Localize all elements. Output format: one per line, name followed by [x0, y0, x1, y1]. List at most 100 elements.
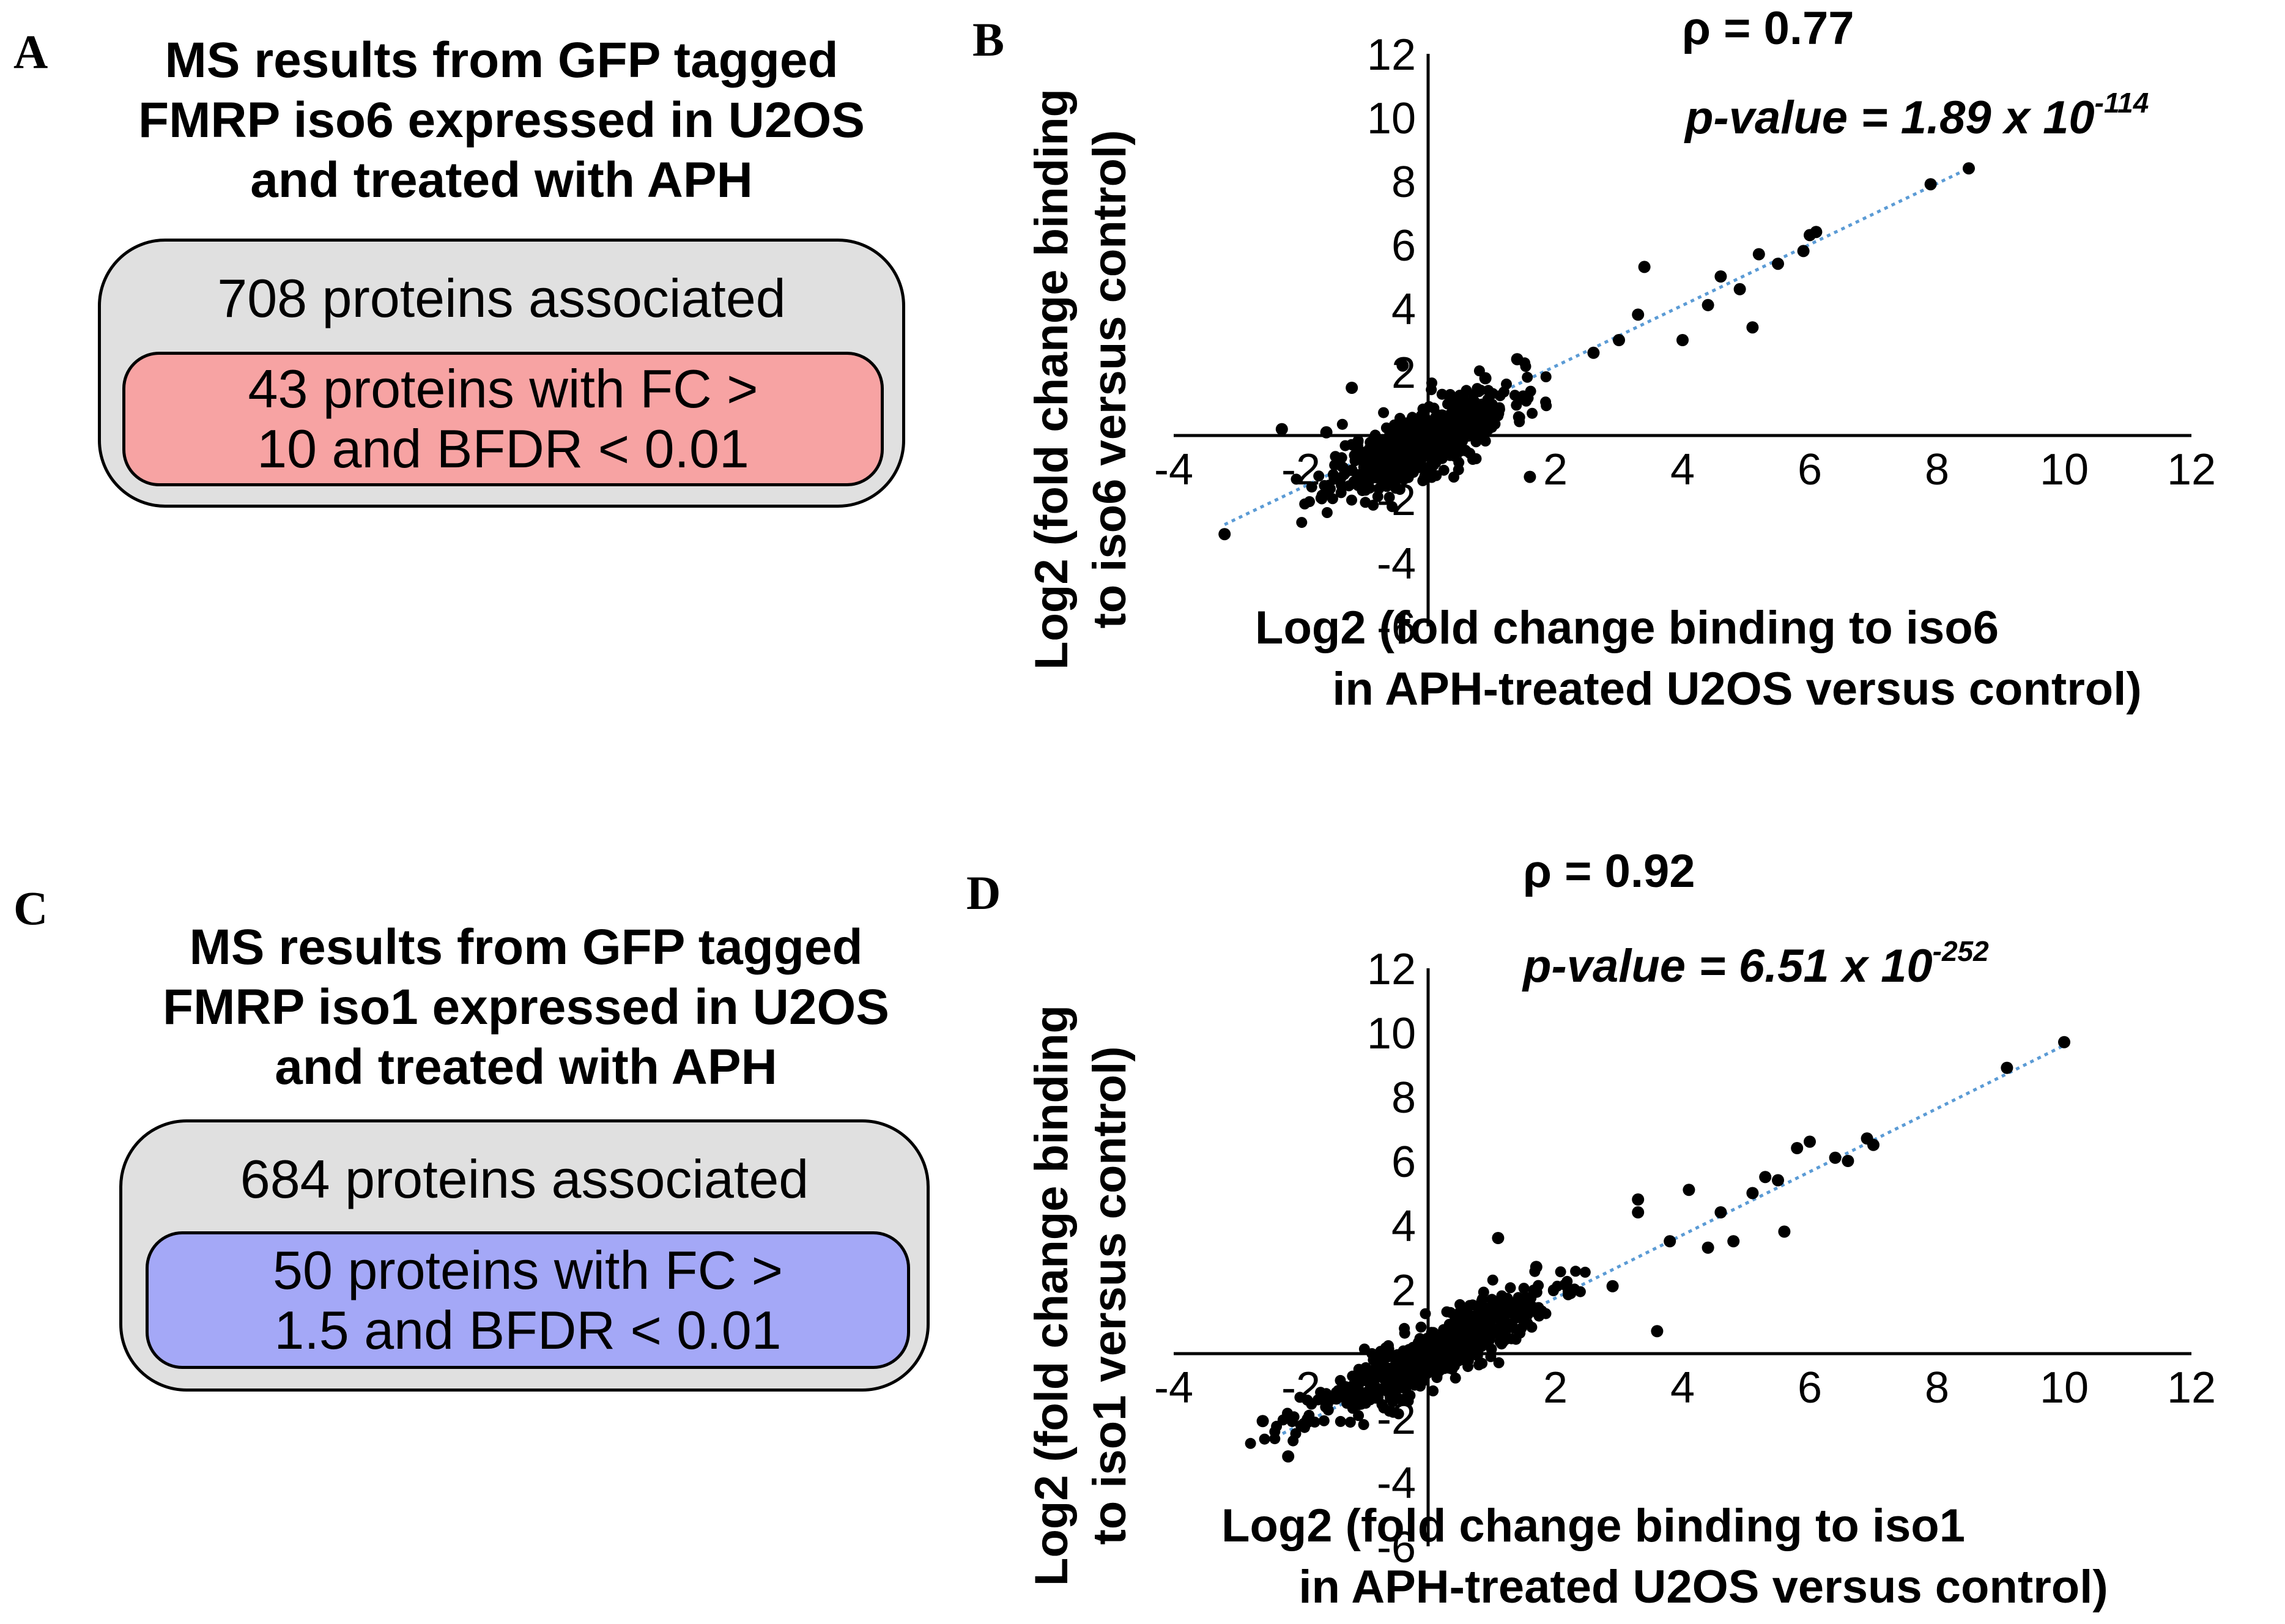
- data-point: [1587, 346, 1600, 359]
- x-axis-title-line: Log2 (fold change binding to iso6: [1255, 602, 1999, 654]
- data-point: [1778, 1225, 1791, 1238]
- x-tick-label: 8: [1925, 1363, 1949, 1412]
- data-point: [1420, 1308, 1431, 1319]
- data-point: [1490, 1324, 1502, 1335]
- data-point: [1438, 464, 1450, 476]
- x-tick-label: 10: [2040, 1363, 2089, 1412]
- data-point: [1478, 1286, 1489, 1298]
- data-point: [1436, 388, 1448, 400]
- data-point: [1509, 390, 1520, 401]
- data-point: [1470, 436, 1482, 448]
- data-point: [1369, 1373, 1380, 1385]
- y-axis-title-line: to iso1 versus control): [1084, 1046, 1136, 1544]
- panel-a-title: MS results from GFP tagged FMRP iso6 exp…: [37, 31, 966, 210]
- data-point: [1256, 1415, 1269, 1428]
- x-tick-label: 4: [1670, 1363, 1695, 1412]
- data-point: [1394, 484, 1405, 495]
- data-point: [1376, 1399, 1388, 1411]
- x-tick-label: 6: [1798, 445, 1822, 494]
- data-point: [1245, 1437, 1256, 1449]
- data-point: [1555, 1266, 1566, 1278]
- pvalue-prefix: p-value: [1684, 92, 1848, 144]
- data-point: [1541, 400, 1552, 412]
- data-point: [1428, 413, 1440, 425]
- data-point: [1358, 1343, 1370, 1355]
- data-point: [1530, 1261, 1542, 1274]
- data-point: [2058, 1036, 2070, 1048]
- data-point: [1485, 1351, 1497, 1362]
- data-point: [1442, 1337, 1453, 1349]
- x-tick-label: 12: [2167, 445, 2216, 494]
- pvalue-value: = 6.51 x 10: [1686, 940, 1933, 992]
- data-point: [1398, 458, 1409, 469]
- panel-a-title-line: MS results from GFP tagged: [165, 32, 839, 88]
- data-point: [1282, 1450, 1295, 1463]
- data-point: [1346, 494, 1357, 506]
- data-point: [1759, 1171, 1772, 1184]
- data-point: [1810, 226, 1823, 239]
- data-point: [1379, 1366, 1391, 1378]
- pvalue-exponent: -114: [2095, 87, 2149, 119]
- data-point: [1428, 402, 1440, 414]
- x-tick-label: 6: [1798, 1363, 1822, 1412]
- panel-c-letter: C: [13, 881, 48, 935]
- data-point: [1383, 492, 1395, 503]
- data-point: [2001, 1061, 2013, 1074]
- data-point: [1320, 488, 1332, 500]
- data-point: [1540, 1308, 1552, 1319]
- data-point: [1752, 248, 1765, 261]
- data-point: [1318, 1415, 1330, 1426]
- data-point: [1632, 308, 1645, 321]
- x-tick-label: 4: [1670, 445, 1695, 494]
- data-point: [1804, 1135, 1816, 1148]
- data-point: [1341, 1398, 1353, 1409]
- panel-c-outer-box: 684 proteins associated 50 proteins with…: [119, 1119, 930, 1392]
- data-point: [1432, 1330, 1443, 1342]
- data-point: [1454, 390, 1465, 401]
- data-point: [1746, 1187, 1759, 1199]
- data-point: [1497, 1337, 1509, 1348]
- data-point: [1702, 1241, 1714, 1254]
- x-tick-label: -4: [1154, 445, 1193, 494]
- data-point: [1402, 1395, 1414, 1407]
- x-tick-label: 12: [2167, 1363, 2216, 1412]
- data-point: [1259, 1433, 1270, 1445]
- data-point: [1464, 1325, 1475, 1337]
- pvalue-prefix: p-value: [1522, 940, 1686, 992]
- data-point: [1369, 1365, 1380, 1376]
- data-point: [1353, 1410, 1365, 1422]
- panel-a-filtered-line: 43 proteins with FC >: [248, 358, 758, 419]
- data-point: [1664, 1235, 1676, 1248]
- data-point: [1480, 436, 1491, 447]
- y-tick-label: 10: [1367, 94, 1416, 143]
- trendline-b: [1224, 166, 1970, 526]
- data-point: [1352, 440, 1363, 451]
- data-point: [1313, 470, 1325, 482]
- data-point: [1772, 1174, 1784, 1187]
- data-point: [1398, 473, 1410, 485]
- data-point: [1302, 1395, 1313, 1406]
- data-point: [1461, 445, 1472, 457]
- data-point: [1505, 1282, 1516, 1294]
- data-point: [1372, 472, 1383, 484]
- data-point: [1632, 1206, 1645, 1218]
- data-point: [1335, 487, 1347, 499]
- data-point: [1320, 426, 1333, 439]
- data-point: [1606, 1280, 1619, 1292]
- panel-c-title-line: and treated with APH: [275, 1039, 777, 1095]
- data-point: [1428, 1385, 1439, 1396]
- data-point: [1269, 1433, 1281, 1445]
- data-point: [1443, 421, 1454, 432]
- panel-c-title: MS results from GFP tagged FMRP iso1 exp…: [61, 918, 991, 1097]
- data-point: [1412, 448, 1423, 460]
- data-point: [1702, 298, 1714, 311]
- data-point: [1404, 1373, 1415, 1384]
- y-tick-label: 2: [1391, 1266, 1416, 1315]
- y-tick-label: 6: [1391, 1138, 1416, 1187]
- y-tick-label: 2: [1391, 349, 1416, 398]
- data-point: [1329, 473, 1341, 485]
- data-point: [1399, 1327, 1410, 1339]
- x-axis-title-line: in APH-treated U2OS versus control): [1298, 1561, 2108, 1613]
- data-point: [1415, 462, 1426, 473]
- data-point: [1523, 1308, 1535, 1319]
